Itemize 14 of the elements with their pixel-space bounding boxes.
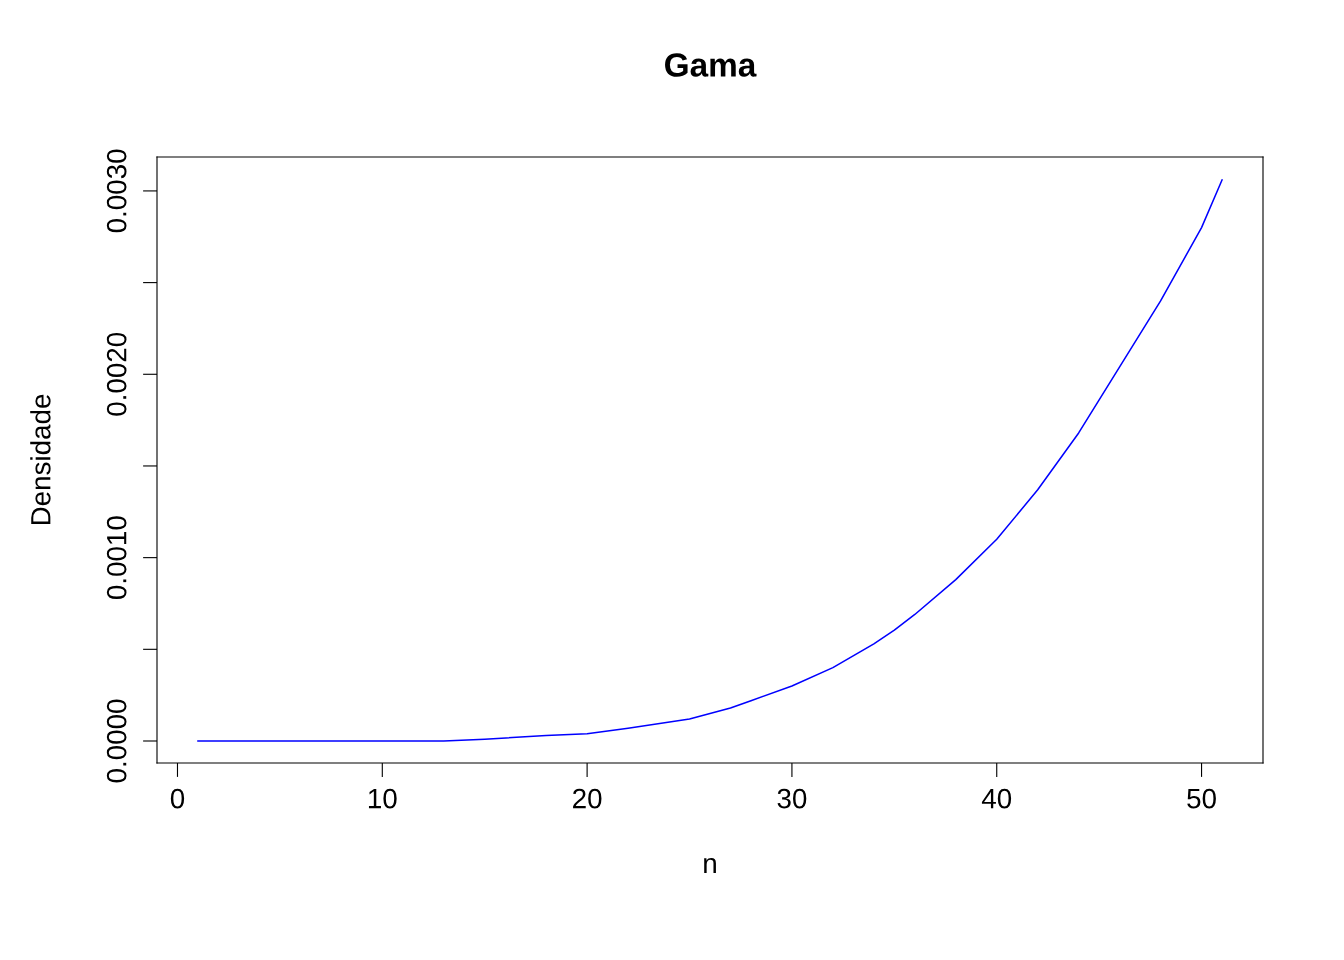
x-tick-label: 20 xyxy=(573,788,602,809)
x-tick-label: 50 xyxy=(1187,788,1216,809)
x-tick-label: 40 xyxy=(981,788,1012,809)
y-tick-label: 0.0030 xyxy=(106,149,127,233)
text: 0.0000 xyxy=(106,699,127,783)
chart-title: Gama xyxy=(665,53,757,77)
x-tick-label: 30 xyxy=(777,788,807,809)
y-axis-title: Densidade xyxy=(30,394,51,525)
x-axis-title: n xyxy=(704,857,716,873)
y-tick-label: 0.0020 xyxy=(106,332,127,416)
x-tick-label: 0 xyxy=(170,788,185,809)
y-tick-label: 0.0010 xyxy=(106,516,127,600)
line-series xyxy=(197,179,1223,742)
x-tick-label: 10 xyxy=(368,788,397,809)
